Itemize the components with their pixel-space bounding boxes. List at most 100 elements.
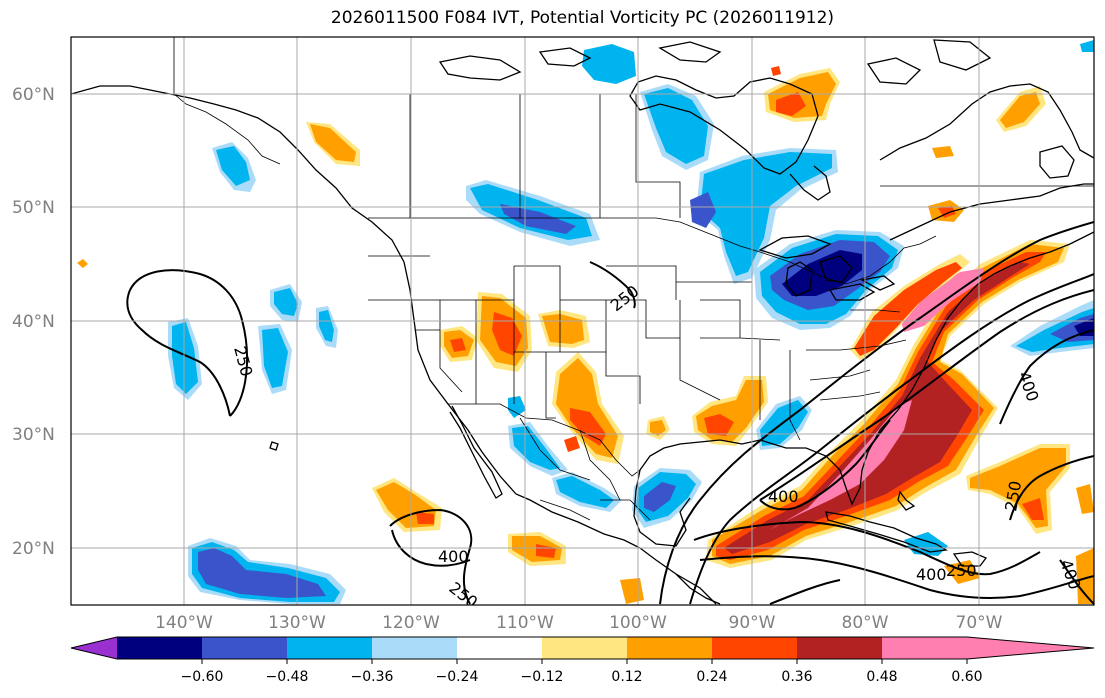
lon-label-100: 100°W	[609, 613, 667, 633]
colorbar-extend-low	[71, 637, 117, 659]
colorbar-label-9: 0.48	[866, 669, 897, 685]
coastline-hudson-bay	[629, 75, 819, 175]
pv-warm-small-1	[564, 436, 580, 452]
contour-label-400-jet: 400	[768, 487, 799, 506]
map-area: 250 250 400 250 400 250 400 400 250 400 …	[71, 37, 1094, 605]
pv-blob-plains-royal	[500, 204, 576, 234]
longitude-labels: 140°W 130°W 120°W 110°W 100°W 90°W 80°W …	[155, 613, 1003, 633]
map-title: 2026011500 F084 IVT, Potential Vorticity…	[330, 8, 835, 28]
colorbar-label-3: −0.36	[351, 669, 394, 685]
coastline-arctic-islands	[438, 39, 992, 85]
pv-warm-ne-red	[854, 262, 962, 356]
lat-label-40: 40°N	[12, 312, 55, 332]
colorbar-segment-9	[797, 637, 882, 659]
contour-label-400-caribbean: 400	[916, 565, 947, 584]
colorbar-label-2: −0.48	[266, 669, 309, 685]
ivt-contour-caribbean-250	[699, 555, 1094, 599]
pv-blob-hudson-2-royal	[690, 192, 716, 228]
pv-warm-jet-pink-ne	[900, 268, 984, 332]
ivt-contour-midwest-250	[589, 261, 636, 309]
coastline-baja	[449, 405, 503, 499]
border-us-canada	[368, 217, 937, 285]
pv-blob-baja	[508, 396, 526, 418]
ivt-contour-atlantic-400	[689, 273, 1094, 605]
lat-label-20: 20°N	[12, 539, 55, 559]
pv-blob-pacific-2-core	[319, 310, 334, 342]
lat-label-60: 60°N	[12, 85, 55, 105]
ivt-contour-east-400	[999, 329, 1094, 425]
lat-label-50: 50°N	[12, 198, 55, 218]
coastline-centralamerica	[675, 573, 721, 605]
border-alaska-canada	[173, 37, 281, 165]
colorbar-outline	[70, 636, 1095, 660]
ivt-contour-far-east-400	[1059, 559, 1094, 605]
pv-warm-jet-pink	[770, 400, 912, 530]
pv-blob-pacific-3-core	[172, 322, 198, 394]
pv-blob-tropical-pacific-royal	[198, 548, 326, 598]
pv-blob-hudson-2-core	[700, 152, 832, 276]
colorbar-label-7: 0.24	[696, 669, 727, 685]
pv-warm-jet-orange	[712, 244, 1064, 564]
colorbar-segment-10	[882, 637, 967, 659]
colorbar-segment-8	[712, 637, 797, 659]
pv-warm-labrador-core	[1000, 92, 1040, 128]
lon-label-110: 110°W	[496, 613, 554, 633]
colorbar-segment-5	[457, 637, 542, 659]
pv-blob-pacific-1-core	[274, 288, 298, 316]
lon-label-70: 70°W	[956, 613, 1003, 633]
ivt-contour-atlantic-250-left	[659, 221, 1094, 605]
pv-warm-texas-red	[570, 408, 606, 446]
pv-blob-greatlakes-navy	[782, 250, 862, 296]
border-us-mexico	[448, 403, 641, 477]
pv-warm-gulfcoast-red	[704, 414, 734, 436]
lon-label-80: 80°W	[842, 613, 889, 633]
pv-warm-quebec-2	[932, 146, 954, 158]
coastline-mexico	[633, 469, 691, 547]
border-us-states-west	[368, 255, 740, 419]
colorbar: −0.60 −0.48 −0.36 −0.24 −0.12 0.12 0.24 …	[70, 636, 1095, 685]
colorbar-extend-high	[967, 637, 1094, 659]
pv-blob-pacific-4-core	[262, 328, 288, 388]
coastline-james-bay	[789, 165, 831, 201]
colorbar-segment-6	[542, 637, 627, 659]
pv-warm-jet-red	[716, 252, 1046, 560]
colorbar-label-4: −0.24	[436, 669, 479, 685]
pv-warm-alaska-core	[310, 124, 356, 162]
colorbar-label-8: 0.36	[781, 669, 812, 685]
coastline-bahamas	[897, 490, 916, 511]
pv-blob-mexico-3-royal	[644, 482, 676, 512]
pv-warm-nevada-red	[450, 338, 466, 352]
pv-blob-alaska-core	[216, 146, 250, 186]
ivt-contour-caribbean-400	[693, 520, 1041, 576]
colorbar-segment-7	[627, 637, 712, 659]
pv-blob-yukon	[582, 44, 636, 84]
colorbar-segment-4	[372, 637, 457, 659]
coastline-newfoundland	[1039, 145, 1075, 179]
gridlines	[71, 37, 1094, 605]
colorbar-label-5: −0.12	[521, 669, 564, 685]
coastlines	[71, 39, 1094, 605]
ivt-contour-atlantic-250-mid	[759, 289, 1094, 501]
coastline-alaska	[71, 85, 717, 605]
pv-warm-midtexas-core	[650, 420, 666, 436]
lon-label-90: 90°W	[729, 613, 776, 633]
colorbar-segment-2	[202, 637, 287, 659]
pv-warm-rockies-1-red	[492, 312, 522, 356]
coastline-stlawrence	[889, 183, 1094, 241]
pv-warm-hudson-red	[776, 92, 806, 116]
coastline-labrador	[879, 83, 1094, 161]
coastline-hawaii-spot	[269, 441, 279, 451]
colorbar-label-6: 0.12	[611, 669, 642, 685]
ivt-contour-bottom-250	[769, 579, 841, 605]
ivt-contour-pacific-250	[126, 269, 249, 417]
coastline-cuba	[825, 511, 948, 553]
contour-label-400-mexico: 400	[438, 547, 469, 566]
pv-warm-atlantic-east-core	[970, 448, 1066, 528]
pv-blob-topright	[1080, 40, 1094, 52]
pv-warm-tiny-topcenter	[771, 66, 781, 76]
lat-label-30: 30°N	[12, 425, 55, 445]
pv-warm-jet-darkred	[724, 262, 1030, 554]
pv-warm-atlantic-far	[1076, 484, 1094, 514]
colorbar-segment-3	[287, 637, 372, 659]
pv-blob-mexico-2-core	[556, 476, 614, 508]
